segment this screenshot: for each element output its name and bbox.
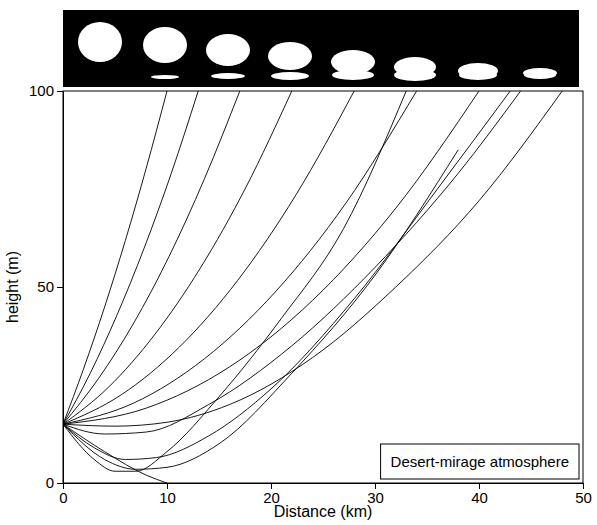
x-tick: 50: [575, 483, 592, 506]
ray: [63, 91, 562, 426]
y-axis-title: height (m): [4, 251, 21, 323]
y-axis: 0 50 100: [29, 82, 64, 491]
sun-image: [206, 34, 250, 66]
y-axis-line: [63, 92, 64, 484]
ray: [63, 91, 354, 424]
sun-image: [268, 42, 312, 70]
annotation: Desert-mirage atmosphere: [381, 444, 579, 479]
rays: [63, 91, 562, 483]
sun-mirage-image: [394, 69, 436, 81]
sun-image: [78, 22, 122, 62]
y-tick: 50: [37, 278, 63, 295]
y-tick-mark: [57, 91, 63, 92]
sun-mirage-image: [271, 72, 309, 80]
plot: 01020304050050100Desert-mirage atmospher…: [29, 82, 592, 505]
ray: [63, 91, 510, 459]
x-tick-label: 50: [575, 489, 592, 506]
ray: [63, 91, 406, 471]
annotation-text: Desert-mirage atmosphere: [391, 453, 569, 470]
sun-strip: [63, 10, 579, 87]
sun-mirage-image: [524, 71, 556, 79]
ray: [63, 91, 417, 424]
ray: [63, 91, 240, 424]
ray: [63, 91, 198, 424]
x-tick-label: 10: [159, 489, 176, 506]
ray: [63, 91, 479, 424]
y-tick-label: 0: [46, 474, 54, 491]
ray: [63, 91, 292, 424]
ray: [63, 424, 167, 483]
sun-mirage-image: [459, 70, 497, 80]
sun-mirage-image: [151, 75, 179, 79]
x-axis-line: [64, 483, 584, 484]
sun-image: [523, 68, 557, 78]
y-tick: 0: [46, 474, 63, 491]
x-axis-title: Distance (km): [274, 503, 373, 520]
sun-image: [458, 63, 498, 79]
y-tick-mark: [57, 287, 63, 288]
chart: 01020304050050100Desert-mirage atmospher…: [0, 0, 597, 525]
x-tick-label: 40: [471, 489, 488, 506]
ray: [63, 150, 458, 469]
ray: [63, 91, 521, 434]
x-tick: 0: [59, 483, 67, 506]
annotation-box: [381, 444, 579, 479]
y-tick-mark: [57, 483, 63, 484]
y-tick-label: 50: [37, 278, 54, 295]
plot-frame: [63, 91, 583, 483]
x-tick: 40: [471, 483, 488, 506]
x-tick: 10: [159, 483, 176, 506]
x-tick-label: 0: [59, 489, 67, 506]
strip-background: [63, 10, 579, 87]
sun-image: [143, 27, 187, 63]
sun-mirage-image: [332, 70, 374, 80]
y-tick: 100: [29, 82, 63, 99]
sun-mirage-image: [211, 73, 245, 79]
y-tick-label: 100: [29, 82, 54, 99]
ray: [63, 91, 167, 424]
